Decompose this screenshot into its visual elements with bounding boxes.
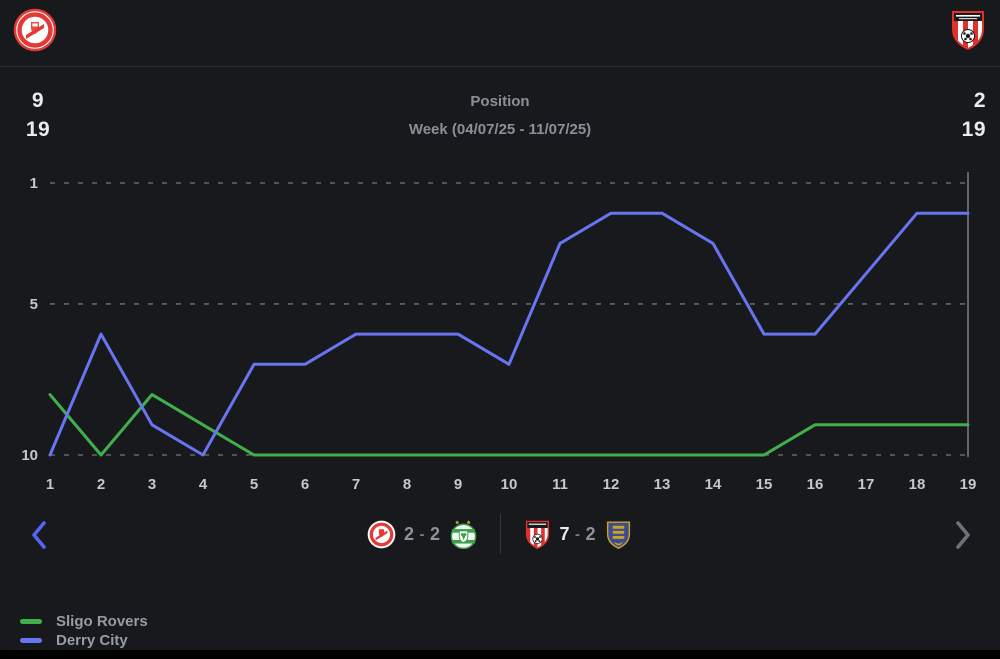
derry-city-line-swatch [20, 638, 42, 643]
x-tick-label: 10 [501, 476, 518, 493]
previous-week-button[interactable] [28, 519, 52, 551]
x-tick-label: 11 [552, 476, 568, 493]
week-fixtures-row: 2-2 [0, 514, 1000, 554]
y-tick-label: 5 [30, 296, 38, 313]
x-tick-label: 3 [148, 476, 156, 493]
away-current-week: 19 [961, 118, 986, 141]
bottom-bar [0, 650, 1000, 659]
top-logo-bar [0, 0, 1000, 67]
score-separator: - [419, 525, 425, 543]
away-score: 2 [585, 523, 597, 544]
sligo-rovers-line-swatch [20, 619, 42, 624]
x-tick-label: 18 [909, 476, 926, 493]
x-tick-label: 1 [46, 476, 54, 493]
home-score: 7 [559, 523, 571, 544]
sligo-rovers-crest-icon [367, 520, 396, 548]
shamrock-rovers-crest-icon [450, 519, 476, 549]
waterford-crest-icon [606, 520, 631, 549]
x-tick-label: 8 [403, 476, 411, 493]
fixtures-divider [499, 514, 501, 554]
y-tick-label: 1 [30, 175, 38, 192]
chevron-right-icon [956, 521, 970, 549]
chart-legend: Sligo Rovers Derry City [20, 612, 148, 650]
legend-label: Derry City [56, 632, 128, 649]
x-tick-label: 12 [603, 476, 620, 493]
fixture-score: 7-2 [560, 524, 597, 545]
x-tick-label: 9 [454, 476, 462, 493]
away-current-position: 2 [973, 89, 986, 112]
legend-item: Derry City [20, 631, 148, 650]
fixture-item: 2-2 [367, 519, 478, 549]
chevron-left-icon [32, 521, 46, 549]
fixture-score: 2-2 [404, 524, 441, 545]
fixture-item: 7-2 [523, 520, 634, 549]
week-range-label: Week (04/07/25 - 11/07/25) [408, 121, 592, 138]
x-tick-label: 15 [756, 476, 773, 493]
home-current-week: 19 [25, 118, 51, 141]
x-tick-label: 14 [705, 476, 722, 493]
next-week-button[interactable] [950, 519, 974, 551]
legend-label: Sligo Rovers [56, 613, 148, 630]
x-tick-label: 7 [352, 476, 360, 493]
home-current-position: 9 [31, 89, 45, 112]
home-score: 2 [403, 523, 415, 544]
derry-city-line [48, 211, 970, 457]
sligo-rovers-line [48, 393, 970, 457]
x-tick-label: 16 [807, 476, 824, 493]
derry-city-crest-icon [952, 11, 984, 50]
x-tick-label: 17 [858, 476, 875, 493]
y-tick-label: 10 [21, 447, 38, 464]
legend-item: Sligo Rovers [20, 612, 148, 631]
x-tick-label: 13 [654, 476, 671, 493]
x-tick-label: 19 [960, 476, 977, 493]
score-separator: - [575, 525, 581, 543]
x-tick-label: 4 [199, 476, 208, 493]
derry-city-crest-icon [525, 520, 549, 549]
metric-label: Position [470, 93, 530, 110]
x-tick-label: 2 [97, 476, 105, 493]
away-score: 2 [429, 523, 441, 544]
x-tick-label: 5 [250, 476, 258, 493]
x-tick-label: 6 [301, 476, 309, 493]
sligo-rovers-crest-icon [13, 8, 57, 52]
